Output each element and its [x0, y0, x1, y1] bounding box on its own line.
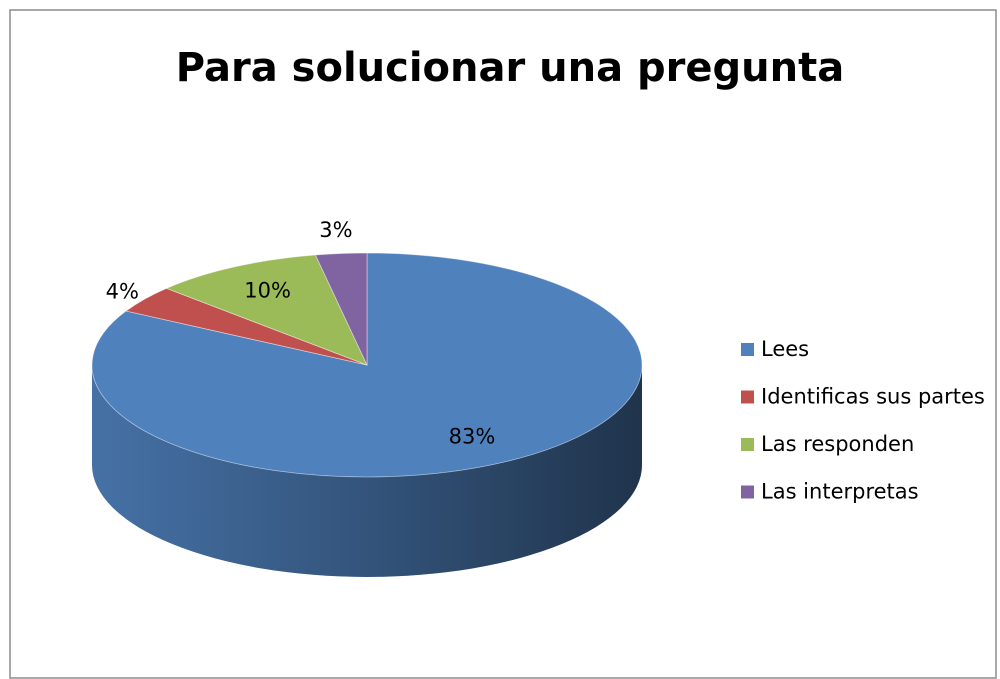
legend-swatch — [741, 485, 754, 499]
legend-label: Las interpretas — [761, 480, 919, 504]
legend-swatch — [741, 343, 754, 356]
legend-label: Identificas sus partes — [761, 385, 985, 409]
legend-label: Las responden — [761, 432, 914, 456]
data-label: 3% — [319, 218, 352, 242]
pie-slice — [314, 252, 368, 366]
legend-swatch — [741, 390, 754, 404]
pie-side-shade — [92, 365, 642, 577]
chart-title: Para solucionar una pregunta — [176, 45, 844, 91]
legend-label: Lees — [761, 337, 809, 361]
legend-swatch — [741, 438, 754, 451]
data-label: 4% — [106, 280, 139, 304]
pie-slice — [165, 254, 368, 366]
data-label: 83% — [449, 424, 496, 448]
pie-slice — [91, 252, 643, 478]
data-label: 10% — [244, 278, 291, 302]
